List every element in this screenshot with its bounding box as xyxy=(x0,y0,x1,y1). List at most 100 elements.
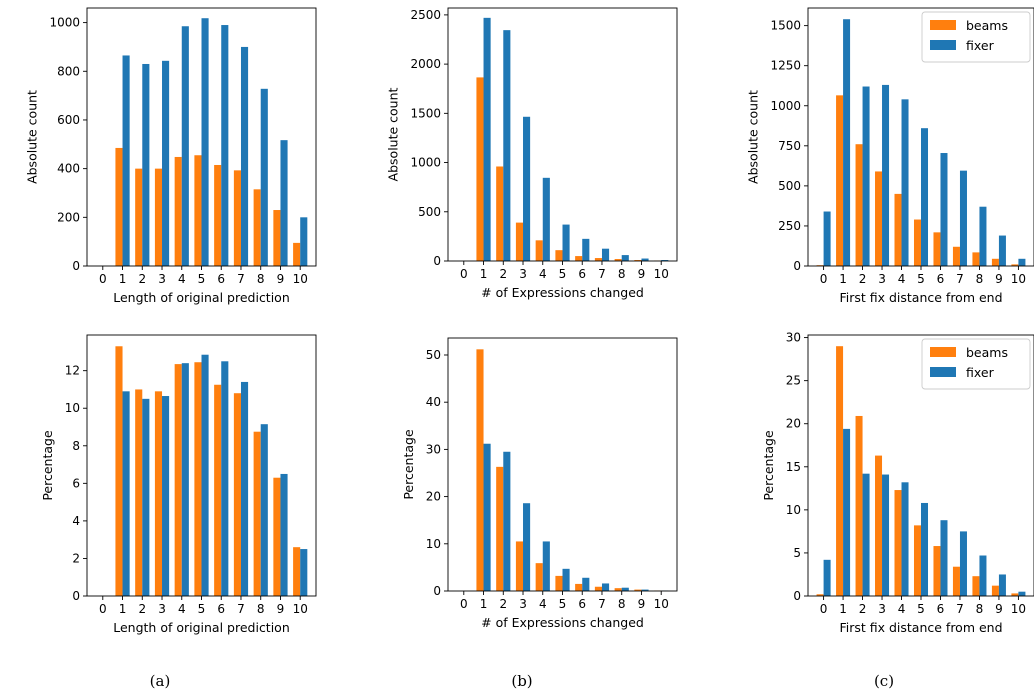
x-tick-label: 8 xyxy=(257,272,265,286)
bar-fixer-7 xyxy=(601,583,610,591)
x-tick-label: 6 xyxy=(217,272,225,286)
x-tick-label: 5 xyxy=(917,602,925,616)
bar-beams-5 xyxy=(913,219,921,266)
x-axis-label: Length of original prediction xyxy=(113,620,290,635)
bar-fixer-7 xyxy=(601,248,610,261)
bar-beams-3 xyxy=(515,541,524,591)
y-tick-label: 500 xyxy=(778,179,801,193)
x-axis-label: Length of original prediction xyxy=(113,290,290,305)
x-tick-label: 10 xyxy=(293,602,308,616)
bar-beams-9 xyxy=(273,477,281,596)
y-tick-label: 400 xyxy=(57,162,80,176)
bar-fixer-3 xyxy=(523,503,531,591)
x-tick-label: 2 xyxy=(138,602,146,616)
x-tick-label: 8 xyxy=(976,272,984,286)
bar-fixer-1 xyxy=(122,391,130,596)
x-tick-label: 7 xyxy=(956,602,964,616)
bar-beams-0 xyxy=(816,594,824,596)
x-tick-label: 1 xyxy=(839,602,847,616)
bar-beams-6 xyxy=(933,546,941,596)
bar-beams-10 xyxy=(1011,264,1019,266)
bar-fixer-0 xyxy=(823,211,831,266)
bar-fixer-5 xyxy=(921,128,929,266)
y-tick-label: 4 xyxy=(72,514,80,528)
bar-beams-6 xyxy=(214,384,222,596)
y-tick-label: 40 xyxy=(426,395,441,409)
chart-c-count: 0 1 2 3 4 5 6 7 8 9 100250500750100012501500First … xyxy=(746,7,1034,305)
y-axis-label: Absolute count xyxy=(746,90,761,184)
bar-beams-9 xyxy=(634,260,642,261)
bar-beams-3 xyxy=(515,222,524,261)
y-tick-label: 6 xyxy=(72,476,80,490)
x-tick-label: 3 xyxy=(878,272,886,286)
bar-fixer-3 xyxy=(882,474,890,596)
x-tick-label: 1 xyxy=(839,272,847,286)
y-tick-label: 25 xyxy=(786,374,801,388)
bar-beams-7 xyxy=(952,566,960,596)
y-tick-label: 0 xyxy=(72,589,80,603)
bar-fixer-8 xyxy=(621,587,629,591)
bar-beams-7 xyxy=(594,258,602,261)
bar-fixer-2 xyxy=(503,30,511,262)
x-tick-label: 9 xyxy=(277,272,285,286)
bar-beams-8 xyxy=(972,576,980,596)
y-tick-label: 2500 xyxy=(410,8,441,22)
bar-fixer-5 xyxy=(562,224,570,261)
x-tick-label: 10 xyxy=(1011,602,1026,616)
y-tick-label: 15 xyxy=(786,460,801,474)
legend-swatch-beams xyxy=(930,20,956,30)
bar-beams-8 xyxy=(614,259,622,261)
y-tick-label: 800 xyxy=(57,64,80,78)
x-axis-label: First fix distance from end xyxy=(839,620,1002,635)
y-tick-label: 10 xyxy=(786,503,801,517)
x-tick-label: 5 xyxy=(917,272,925,286)
legend-label-beams: beams xyxy=(966,345,1008,360)
x-tick-label: 10 xyxy=(654,267,669,281)
bar-fixer-1 xyxy=(483,17,491,262)
legend: beams fixer xyxy=(921,11,1031,63)
y-tick-label: 0 xyxy=(433,584,441,598)
y-tick-label: 2000 xyxy=(410,57,441,71)
y-tick-label: 0 xyxy=(433,254,441,268)
bar-fixer-5 xyxy=(201,18,209,266)
y-tick-label: 1500 xyxy=(770,19,801,33)
y-tick-label: 0 xyxy=(793,259,801,273)
bar-beams-4 xyxy=(535,563,543,591)
y-tick-label: 8 xyxy=(72,439,80,453)
x-tick-label: 0 xyxy=(820,602,828,616)
bar-beams-8 xyxy=(614,588,622,591)
bar-fixer-6 xyxy=(582,238,590,261)
bar-fixer-10 xyxy=(300,217,308,266)
bar-beams-3 xyxy=(154,168,163,266)
x-tick-label: 4 xyxy=(898,602,906,616)
bar-beams-4 xyxy=(174,364,182,596)
x-tick-label: 4 xyxy=(898,272,906,286)
x-tick-label: 5 xyxy=(198,272,206,286)
x-tick-label: 4 xyxy=(539,267,547,281)
x-tick-label: 2 xyxy=(499,267,507,281)
y-tick-label: 200 xyxy=(57,210,80,224)
x-tick-label: 10 xyxy=(654,597,669,611)
bar-beams-1 xyxy=(115,346,123,596)
bar-beams-4 xyxy=(174,156,182,266)
bar-fixer-2 xyxy=(142,398,150,596)
bar-beams-6 xyxy=(214,164,222,266)
bar-beams-10 xyxy=(293,547,301,596)
y-tick-label: 30 xyxy=(426,442,441,456)
legend-label-fixer: fixer xyxy=(966,38,995,53)
x-tick-label: 0 xyxy=(460,267,468,281)
caption-a: (a) xyxy=(150,672,171,690)
x-axis-label: # of Expressions changed xyxy=(481,285,644,300)
x-tick-label: 2 xyxy=(859,272,867,286)
legend-swatch-fixer xyxy=(930,40,956,50)
x-tick-label: 0 xyxy=(820,272,828,286)
caption-c: (c) xyxy=(874,672,894,690)
bar-beams-3 xyxy=(875,455,883,596)
bar-fixer-7 xyxy=(240,381,249,596)
bar-fixer-1 xyxy=(122,55,130,267)
x-tick-label: 6 xyxy=(217,602,225,616)
